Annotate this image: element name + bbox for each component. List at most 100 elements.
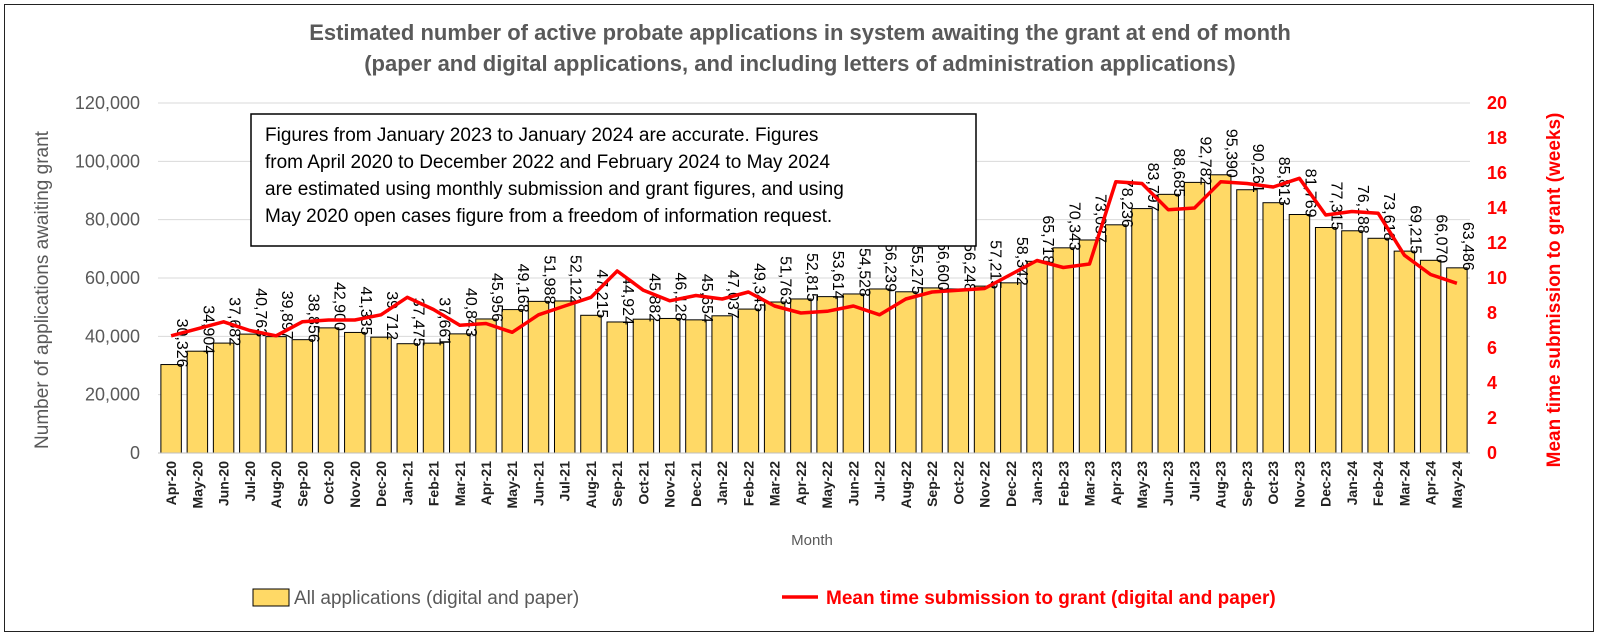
bar-data-label: 77,315	[1328, 182, 1345, 231]
x-axis-title: Month	[791, 532, 833, 549]
annotation-line-4: May 2020 open cases figure from a freedo…	[265, 206, 832, 227]
bar-data-label: 69,215	[1406, 205, 1423, 254]
bar	[1000, 282, 1022, 454]
y2-tick-label: 12	[1487, 233, 1507, 253]
annotation-box	[250, 113, 977, 247]
bar	[842, 293, 865, 454]
x-tick-label: May-20	[189, 461, 205, 509]
bar	[1393, 250, 1416, 454]
bar	[265, 336, 287, 454]
bar-data-label: 56,248	[960, 243, 977, 292]
x-tick-label: Jan-22	[714, 461, 730, 506]
bar-data-label: 90,261	[1249, 144, 1266, 193]
bar	[1367, 237, 1389, 454]
bar-data-label: 47,037	[724, 270, 741, 319]
x-tick-label: Apr-23	[1108, 461, 1124, 506]
x-tick-label: Jun-22	[845, 461, 861, 506]
x-tick-label: Apr-21	[478, 461, 494, 506]
legend-label-line: Mean time submission to grant (digital a…	[826, 588, 1276, 609]
bar	[1419, 259, 1442, 454]
x-tick-label: Oct-20	[321, 461, 337, 505]
x-tick-label: Jul-23	[1186, 461, 1202, 502]
bar-data-label: 78,236	[1118, 179, 1135, 228]
bar-data-label: 85,813	[1275, 157, 1292, 206]
bar	[895, 291, 917, 454]
bar	[317, 327, 340, 454]
bar-data-label: 70,343	[1065, 202, 1082, 251]
bar-data-label: 40,843	[462, 288, 479, 337]
x-tick-label: May-21	[504, 461, 520, 509]
x-tick-label: Jan-23	[1029, 461, 1045, 506]
bar	[212, 342, 235, 454]
x-tick-label: Feb-24	[1370, 461, 1386, 506]
x-tick-label: May-22	[819, 461, 835, 509]
x-tick-label: Apr-20	[163, 461, 179, 506]
annotation-line-1: Figures from January 2023 to January 202…	[265, 125, 818, 146]
bar	[763, 301, 786, 454]
bar-data-label: 58,342	[1013, 237, 1030, 286]
y-tick-label: 20,000	[85, 385, 140, 405]
x-tick-label: Feb-23	[1055, 461, 1071, 506]
y2-tick-label: 0	[1487, 443, 1497, 463]
y2-tick-label: 6	[1487, 338, 1497, 358]
bar	[449, 333, 471, 454]
bar	[396, 343, 419, 454]
bar	[1183, 181, 1206, 454]
x-tick-label: Aug-22	[898, 461, 914, 509]
bar	[658, 317, 681, 454]
y2-axis-title: Mean time submission to grant (weeks)	[1544, 113, 1565, 468]
bar-data-label: 54,528	[855, 248, 872, 297]
bar-data-label: 73,618	[1380, 192, 1397, 241]
y-tick-label: 120,000	[75, 93, 140, 113]
x-tick-label: Oct-21	[635, 461, 651, 505]
bar-series	[160, 174, 1468, 454]
bar-data-label: 57,215	[987, 240, 1004, 289]
bar-data-label: 76,188	[1354, 185, 1371, 234]
y2-tick-label: 4	[1487, 373, 1497, 393]
x-tick-label: Jun-21	[530, 461, 546, 506]
bar-data-label: 53,614	[829, 251, 846, 300]
bar-data-label: 41,335	[357, 287, 374, 336]
x-tick-label: Dec-20	[373, 461, 389, 507]
bar-data-label: 30,326	[173, 319, 190, 368]
x-tick-label: Feb-22	[740, 461, 756, 506]
bar	[580, 314, 602, 454]
x-tick-label: Sep-21	[609, 461, 625, 507]
x-tick-label: Jan-21	[399, 461, 415, 506]
bar-data-label: 56,239	[882, 243, 899, 292]
x-tick-label: Nov-20	[347, 461, 363, 508]
x-tick-label: Dec-22	[1003, 461, 1019, 507]
x-tick-label: Oct-22	[950, 461, 966, 505]
y-axis-title: Number of applications awaiting grant	[32, 130, 53, 449]
bar-data-label: 52,815	[803, 253, 820, 302]
x-tick-label: Mar-24	[1396, 461, 1412, 506]
x-axis-ticks: Apr-20 May-20 Jun-20 Jul-20 Aug-20 Sep-20 Oct-…	[163, 461, 1465, 509]
x-tick-label: Jun-20	[216, 461, 232, 506]
y-tick-label: 40,000	[85, 326, 140, 346]
bar-data-label: 37,682	[226, 297, 243, 346]
bar	[291, 339, 314, 454]
bar-data-label: 40,763	[252, 288, 269, 337]
annotation-line-2: from April 2020 to December 2022 and Feb…	[265, 152, 830, 173]
x-tick-label: Jul-21	[557, 461, 573, 502]
x-tick-label: Mar-22	[767, 461, 783, 506]
bar-data-label: 49,345	[750, 263, 767, 312]
bar	[1314, 226, 1337, 454]
chart-title-line-1: Estimated number of active probate appli…	[309, 20, 1291, 45]
x-tick-label: Sep-22	[924, 461, 940, 507]
bar-data-label: 34,904	[199, 305, 216, 354]
bar-data-label: 45,956	[488, 273, 505, 322]
bar	[632, 318, 655, 454]
bar-data-label: 39,712	[383, 291, 400, 340]
x-tick-label: Jan-24	[1344, 461, 1360, 506]
bar	[1236, 189, 1258, 454]
bar-data-label: 65,718	[1039, 215, 1056, 264]
bar	[1288, 214, 1311, 454]
x-tick-label: Feb-21	[426, 461, 442, 506]
bar	[921, 287, 943, 454]
bar	[1026, 260, 1048, 454]
mean-time-line	[170, 176, 1458, 338]
bar-data-label: 42,900	[331, 282, 348, 331]
bar-data-label: 51,988	[540, 255, 557, 304]
x-tick-label: Jul-20	[242, 461, 258, 502]
